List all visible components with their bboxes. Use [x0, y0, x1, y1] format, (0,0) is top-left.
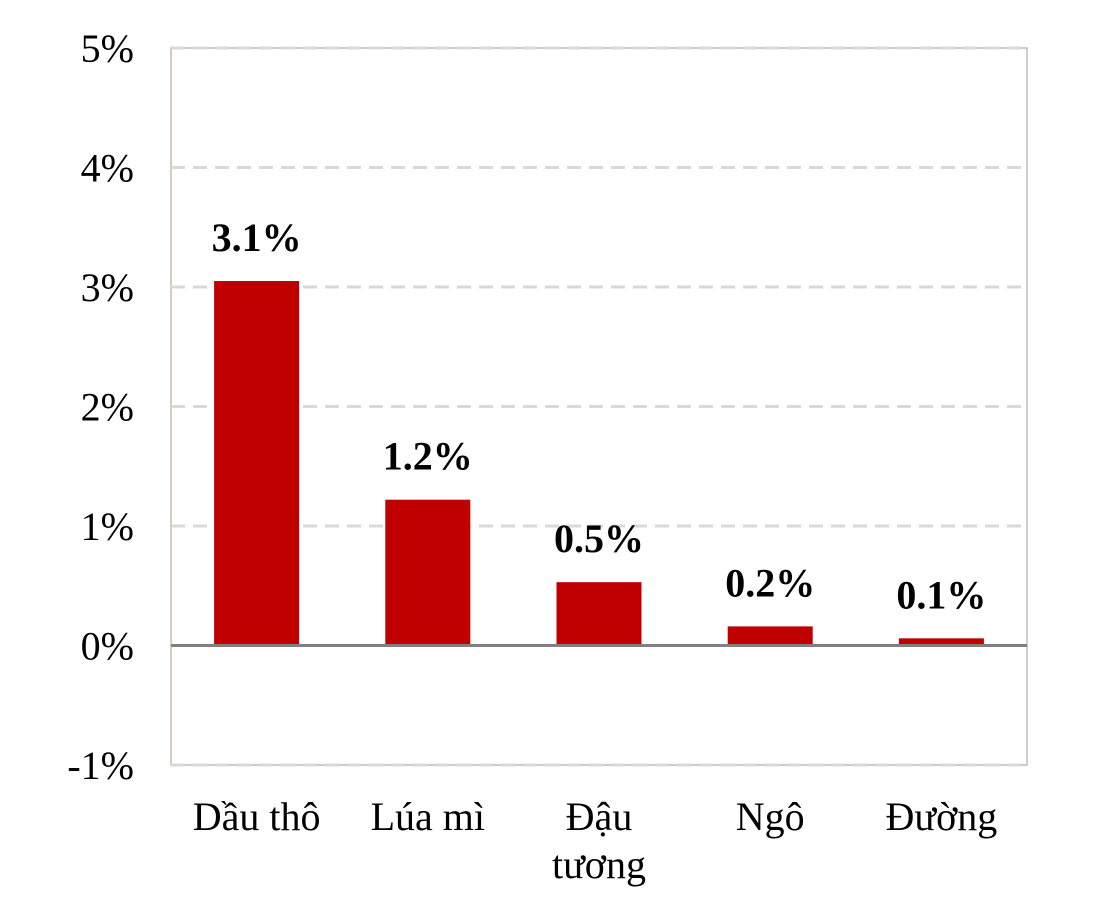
bar: [385, 499, 471, 646]
y-tick-label: -1%: [67, 743, 134, 788]
x-category-label: Đường: [886, 794, 998, 839]
y-tick-label: 1%: [81, 504, 134, 549]
bar: [898, 638, 984, 646]
y-axis-tick-labels: 5% 4% 3% 2% 1% 0% -1%: [67, 26, 134, 788]
bar: [727, 626, 813, 646]
x-category-label: Đậu tương: [552, 794, 646, 887]
x-axis-category-labels: Dầu thô Lúa mì Đậu tương Ngô Đường: [193, 794, 998, 887]
y-tick-label: 5%: [81, 26, 134, 71]
data-label: 3.1%: [212, 215, 302, 260]
data-label: 0.1%: [896, 572, 986, 617]
gridlines: [171, 46, 1027, 767]
bars: [214, 281, 984, 646]
data-label: 1.2%: [383, 434, 473, 479]
y-tick-label: 4%: [81, 146, 134, 191]
x-category-label: Ngô: [736, 794, 805, 839]
x-category-label: Lúa mì: [371, 794, 485, 839]
bar: [214, 281, 300, 646]
y-tick-label: 2%: [81, 385, 134, 430]
y-tick-label: 0%: [81, 624, 134, 669]
data-label: 0.2%: [725, 560, 815, 605]
x-category-label: Dầu thô: [193, 794, 321, 839]
bar: [556, 582, 642, 646]
data-label: 0.5%: [554, 516, 644, 561]
data-labels: 3.1% 1.2% 0.5% 0.2% 0.1%: [212, 215, 987, 617]
y-tick-label: 3%: [81, 265, 134, 310]
